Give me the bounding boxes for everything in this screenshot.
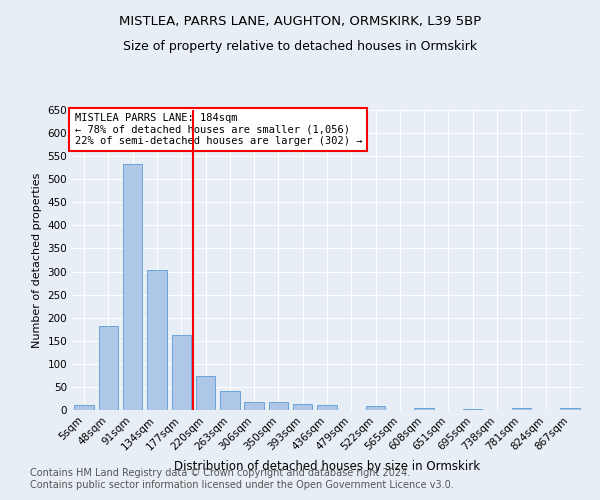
Text: MISTLEA, PARRS LANE, AUGHTON, ORMSKIRK, L39 5BP: MISTLEA, PARRS LANE, AUGHTON, ORMSKIRK, … — [119, 15, 481, 28]
Y-axis label: Number of detached properties: Number of detached properties — [32, 172, 42, 348]
Bar — [317, 405, 337, 410]
Bar — [415, 408, 434, 410]
Text: MISTLEA PARRS LANE: 184sqm
← 78% of detached houses are smaller (1,056)
22% of s: MISTLEA PARRS LANE: 184sqm ← 78% of deta… — [74, 113, 362, 146]
Bar — [244, 402, 264, 410]
Bar — [560, 408, 580, 410]
Bar — [196, 376, 215, 410]
X-axis label: Distribution of detached houses by size in Ormskirk: Distribution of detached houses by size … — [174, 460, 480, 473]
Bar — [512, 408, 531, 410]
Bar — [147, 270, 167, 410]
Bar — [99, 326, 118, 410]
Text: Size of property relative to detached houses in Ormskirk: Size of property relative to detached ho… — [123, 40, 477, 53]
Bar — [123, 164, 142, 410]
Text: Contains HM Land Registry data © Crown copyright and database right 2024.
Contai: Contains HM Land Registry data © Crown c… — [30, 468, 454, 490]
Bar — [269, 402, 288, 410]
Bar — [220, 391, 239, 410]
Bar — [463, 408, 482, 410]
Bar — [172, 335, 191, 410]
Bar — [293, 404, 313, 410]
Bar — [366, 406, 385, 410]
Bar — [74, 406, 94, 410]
